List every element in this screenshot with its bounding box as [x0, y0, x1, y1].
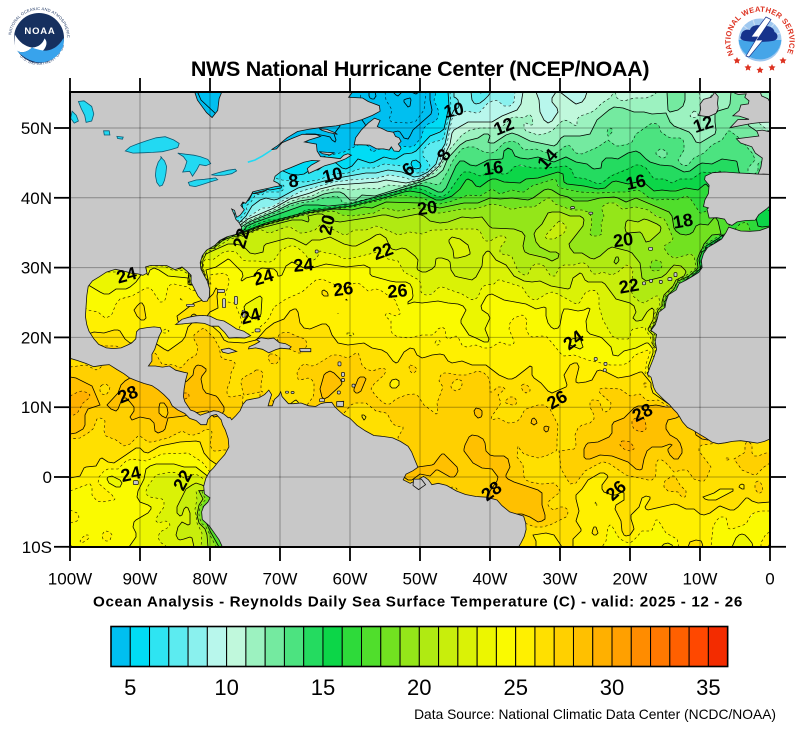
- svg-text:30: 30: [600, 675, 624, 700]
- svg-text:30N: 30N: [21, 259, 52, 278]
- svg-text:24: 24: [293, 254, 315, 276]
- svg-text:90W: 90W: [123, 570, 158, 589]
- svg-text:16: 16: [482, 157, 505, 180]
- svg-text:15: 15: [311, 675, 335, 700]
- svg-text:10: 10: [320, 163, 344, 187]
- svg-text:22: 22: [617, 275, 640, 298]
- svg-text:20: 20: [407, 675, 431, 700]
- svg-text:20: 20: [315, 213, 339, 237]
- svg-text:26: 26: [332, 278, 355, 301]
- svg-text:10: 10: [442, 98, 466, 122]
- svg-text:20: 20: [612, 229, 635, 252]
- svg-text:20W: 20W: [613, 570, 648, 589]
- svg-text:0: 0: [765, 570, 774, 589]
- svg-text:8: 8: [288, 171, 300, 192]
- svg-text:25: 25: [503, 675, 527, 700]
- svg-text:24: 24: [119, 462, 143, 486]
- svg-text:Ocean Analysis - Reynolds Dail: Ocean Analysis - Reynolds Daily Sea Surf…: [93, 594, 743, 611]
- svg-text:40N: 40N: [21, 189, 52, 208]
- svg-text:100W: 100W: [48, 570, 92, 589]
- svg-text:80W: 80W: [193, 570, 228, 589]
- svg-text:26: 26: [387, 280, 409, 302]
- svg-text:0: 0: [43, 468, 52, 487]
- svg-text:30W: 30W: [543, 570, 578, 589]
- svg-text:Data Source: National Climatic: Data Source: National Climatic Data Cent…: [414, 707, 776, 722]
- svg-text:16: 16: [624, 170, 648, 194]
- svg-text:70W: 70W: [263, 570, 298, 589]
- svg-text:NWS National Hurricane Center: NWS National Hurricane Center (NCEP/NOAA…: [191, 57, 650, 81]
- svg-text:NOAA: NOAA: [24, 26, 55, 37]
- svg-text:60W: 60W: [333, 570, 368, 589]
- svg-text:10N: 10N: [21, 398, 52, 417]
- svg-text:40W: 40W: [473, 570, 508, 589]
- svg-text:20: 20: [416, 197, 439, 220]
- svg-text:10W: 10W: [683, 570, 718, 589]
- svg-text:18: 18: [671, 210, 694, 233]
- svg-text:35: 35: [696, 675, 720, 700]
- svg-text:5: 5: [124, 675, 136, 700]
- svg-text:10S: 10S: [22, 538, 52, 557]
- svg-text:50N: 50N: [21, 119, 52, 138]
- svg-text:10: 10: [214, 675, 238, 700]
- svg-text:20N: 20N: [21, 328, 52, 347]
- svg-text:50W: 50W: [403, 570, 438, 589]
